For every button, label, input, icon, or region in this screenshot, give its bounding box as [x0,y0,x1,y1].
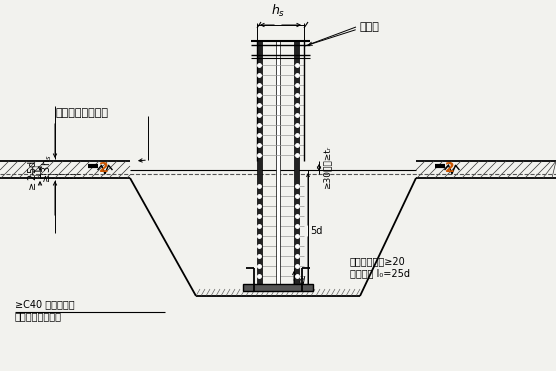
Text: $h_s$: $h_s$ [271,3,285,19]
Text: 钒筋混凝土地基梁: 钒筋混凝土地基梁 [55,108,108,118]
Bar [257,41,262,284]
Text: 2: 2 [99,161,109,174]
Text: $d$: $d$ [298,273,306,286]
Text: 柱型锂: 柱型锂 [360,22,380,32]
Bar [276,41,280,284]
Text: $\geq$25d: $\geq$25d [26,160,38,192]
Text: ≥30，且≥tᵣ: ≥30，且≥tᵣ [322,146,331,189]
Text: 锦栓公称直径≥20: 锦栓公称直径≥20 [350,256,406,266]
Text: $\geq$3h$_s$: $\geq$3h$_s$ [40,155,54,184]
Bar [243,284,313,291]
Text: 混凝土或铁屑砂浆: 混凝土或铁屑砂浆 [15,311,62,321]
Text: 锦固长度 l₀=25d: 锦固长度 l₀=25d [350,268,410,278]
Text: ≥C40 无收缩细石: ≥C40 无收缩细石 [15,299,75,309]
Bar [294,41,299,284]
Text: 2: 2 [445,161,455,174]
Text: 梁高: 梁高 [32,164,42,175]
Text: 5d: 5d [310,226,322,236]
